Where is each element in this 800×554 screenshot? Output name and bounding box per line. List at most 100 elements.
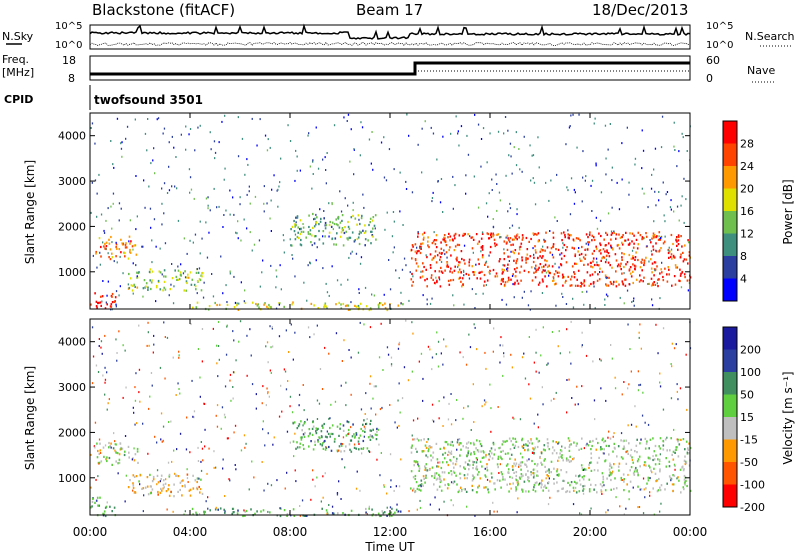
echo-cell	[453, 471, 456, 474]
echo-cell	[565, 261, 568, 264]
echo-cell	[331, 221, 334, 224]
echo-cell	[642, 512, 645, 515]
echo-cell	[100, 295, 102, 298]
echo-cell	[411, 191, 414, 194]
colorbar-band	[723, 349, 737, 373]
echo-cell	[112, 447, 115, 450]
echo-cell	[296, 169, 298, 172]
echo-cell	[308, 214, 310, 217]
echo-cell	[337, 449, 340, 452]
echo-cell	[529, 397, 532, 400]
echo-cell	[345, 445, 347, 448]
echo-cell	[595, 257, 598, 260]
echo-cell	[514, 249, 517, 252]
echo-cell	[668, 273, 670, 276]
echo-cell	[262, 428, 264, 431]
echo-cell	[156, 441, 158, 444]
echo-cell	[664, 220, 666, 223]
echo-cell	[647, 479, 650, 482]
echo-cell	[533, 452, 535, 455]
echo-cell	[540, 354, 542, 357]
echo-cell	[345, 230, 347, 233]
echo-cell	[224, 510, 226, 513]
echo-cell	[588, 488, 591, 491]
echo-cell	[440, 261, 443, 263]
echo-cell	[335, 223, 338, 226]
echo-cell	[166, 508, 168, 511]
echo-cell	[354, 304, 356, 307]
echo-cell	[324, 224, 327, 227]
echo-cell	[525, 490, 527, 493]
echo-cell	[244, 289, 246, 292]
echo-cell	[317, 440, 319, 443]
echo-cell	[355, 433, 358, 436]
echo-cell	[415, 262, 418, 265]
echo-cell	[620, 439, 622, 442]
echo-cell	[426, 441, 428, 443]
echo-cell	[587, 263, 589, 266]
echo-cell	[553, 482, 555, 485]
echo-cell	[164, 275, 167, 278]
echo-cell	[287, 124, 289, 127]
echo-cell	[164, 336, 166, 338]
echo-cell	[144, 132, 147, 135]
echo-cell	[142, 295, 144, 298]
echo-cell	[503, 252, 505, 255]
echo-cell	[618, 233, 620, 236]
echo-cell	[313, 218, 315, 221]
echo-cell	[480, 138, 483, 140]
echo-cell	[513, 417, 515, 420]
echo-cell	[472, 271, 474, 274]
echo-cell	[223, 413, 226, 416]
xtick-label: 12:00	[373, 525, 408, 539]
echo-cell	[310, 241, 312, 244]
echo-cell	[588, 284, 591, 287]
echo-cell	[328, 231, 331, 234]
echo-cell	[459, 442, 461, 445]
echo-cell	[426, 277, 428, 281]
echo-cell	[544, 449, 546, 452]
echo-cell	[553, 449, 556, 452]
echo-cell	[452, 207, 454, 210]
echo-cell	[308, 132, 310, 135]
echo-cell	[503, 248, 505, 251]
echo-cell	[396, 426, 398, 429]
echo-cell	[514, 275, 517, 278]
echo-cell	[654, 444, 657, 448]
echo-cell	[267, 361, 269, 364]
echo-cell	[104, 514, 107, 518]
velocity-ylabel: Slant Range [km]	[23, 366, 37, 470]
echo-cell	[313, 333, 315, 336]
echo-cell	[653, 168, 655, 171]
echo-cell	[614, 376, 616, 379]
echo-cell	[386, 506, 388, 509]
echo-cell	[413, 438, 416, 441]
echo-cell	[468, 261, 470, 264]
echo-cell	[434, 472, 436, 475]
echo-cell	[136, 422, 138, 425]
echo-cell	[615, 259, 618, 262]
echo-cell	[269, 325, 271, 328]
echo-cell	[612, 283, 615, 286]
echo-cell	[513, 446, 516, 449]
echo-cell	[423, 231, 426, 234]
echo-cell	[586, 442, 588, 445]
echo-cell	[608, 430, 610, 433]
echo-cell	[676, 390, 678, 393]
echo-cell	[386, 346, 389, 349]
echo-cell	[586, 248, 589, 251]
echo-cell	[454, 237, 456, 240]
echo-cell	[270, 372, 272, 374]
echo-cell	[196, 480, 198, 484]
echo-cell	[200, 289, 203, 292]
echo-cell	[636, 438, 638, 441]
echo-cell	[485, 475, 487, 478]
echo-cell	[576, 278, 578, 281]
echo-cell	[583, 475, 585, 478]
echo-cell	[672, 242, 674, 246]
echo-cell	[659, 468, 661, 471]
echo-cell	[675, 266, 677, 269]
echo-cell	[237, 308, 240, 311]
echo-cell	[163, 212, 165, 215]
